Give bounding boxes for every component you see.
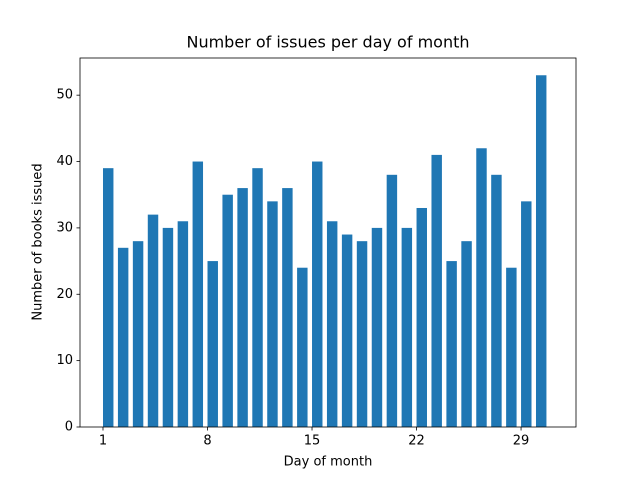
bar [356, 241, 368, 427]
y-axis-label: Number of books issued [31, 163, 46, 320]
bar [461, 241, 472, 427]
bar [207, 261, 218, 427]
bar [535, 75, 547, 427]
bar [341, 234, 353, 427]
bar [476, 148, 487, 428]
y-tick-label: 50 [56, 88, 73, 103]
bar [416, 207, 427, 427]
bar [192, 161, 204, 427]
bar [177, 221, 189, 427]
y-tick-label: 30 [56, 220, 73, 235]
bar [446, 261, 457, 427]
x-axis-label: Day of month [284, 455, 373, 470]
bar [312, 161, 323, 427]
axes-frame [79, 57, 577, 428]
x-tick-label: 15 [304, 434, 321, 449]
x-tick-label: 1 [99, 434, 107, 449]
y-tick-label: 10 [56, 353, 73, 368]
bar [102, 168, 114, 427]
bar [267, 201, 278, 427]
bar [371, 227, 383, 427]
x-tick-label: 29 [513, 434, 530, 449]
bar [326, 221, 338, 427]
bar [401, 227, 413, 427]
bar [431, 154, 442, 427]
y-tick-label: 20 [56, 287, 73, 302]
x-tick-label: 8 [203, 434, 211, 449]
bar [491, 174, 502, 427]
chart-title: Number of issues per day of month [186, 33, 469, 52]
bar [297, 267, 308, 427]
y-tick-label: 40 [56, 154, 73, 169]
bar [282, 188, 293, 427]
bar [237, 188, 248, 427]
bar [521, 201, 532, 427]
bar [162, 227, 174, 427]
bar [252, 168, 263, 427]
bar [222, 194, 233, 427]
bar [132, 241, 144, 427]
bar [147, 214, 159, 427]
bar [386, 174, 398, 427]
bar [506, 267, 517, 427]
bar [117, 247, 129, 427]
x-tick-label: 22 [408, 434, 425, 449]
y-tick-label: 0 [65, 420, 73, 435]
